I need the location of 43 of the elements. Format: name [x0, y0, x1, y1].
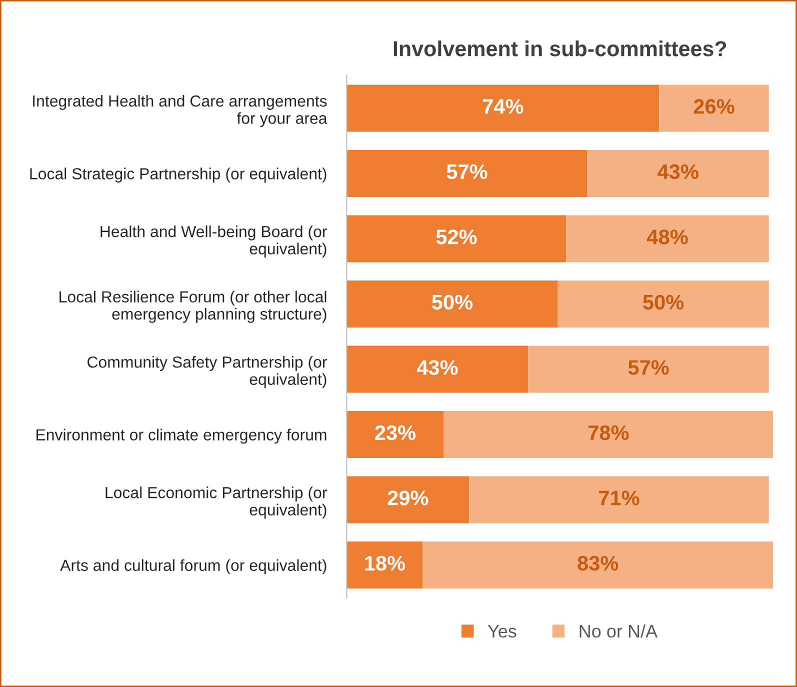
bar: [346, 215, 566, 262]
bar: [346, 150, 588, 197]
data-label: 74%: [482, 99, 524, 114]
bar: [346, 346, 528, 393]
data-label: 71%: [599, 490, 640, 506]
y-tick-label: Local Strategic Partnership (or equivalent): [30, 168, 326, 183]
bar: [469, 476, 769, 524]
bar: [422, 542, 774, 589]
data-label: 26%: [694, 99, 734, 114]
bar: [346, 476, 470, 524]
bar: [346, 411, 444, 458]
bar: [528, 346, 769, 393]
bar: [566, 215, 769, 262]
y-tick-label: Environment or climate emergency forum: [36, 428, 326, 444]
bar: [558, 280, 769, 328]
data-label: 43%: [658, 164, 698, 180]
data-label: 50%: [643, 294, 684, 310]
y-tick-label: Local Economic Partnership (or equivalent): [106, 486, 327, 519]
data-label: 48%: [647, 230, 688, 244]
y-tick-label: Integrated Health and Care arrangements for your area: [33, 94, 328, 128]
bar: [346, 84, 660, 132]
legend-label: Yes: [488, 625, 516, 638]
y-tick-label: Health and Well-being Board (or equivalent): [100, 226, 327, 258]
y-tick-label: Local Resilience Forum (or other local emergency planning structure): [60, 290, 326, 323]
chart-title: Involvement in sub-committees?: [394, 40, 726, 56]
data-label: 57%: [628, 360, 669, 375]
y-tick-label: Community Safety Partnership (or equivalent): [88, 356, 327, 388]
legend-label: No or N/A: [580, 624, 658, 638]
data-label: 29%: [388, 490, 428, 506]
data-label: 57%: [446, 164, 488, 180]
data-label: 18%: [365, 556, 405, 571]
bar: [444, 411, 774, 458]
bar: [346, 280, 558, 328]
data-label: 43%: [416, 360, 458, 375]
bar: [587, 150, 769, 197]
data-label: 83%: [578, 556, 618, 571]
data-label: 52%: [436, 230, 477, 244]
bar: [659, 84, 769, 132]
data-label: 23%: [375, 425, 416, 440]
y-tick-label: Arts and cultural forum (or equivalent): [60, 559, 326, 574]
data-label: 78%: [588, 425, 629, 440]
data-label: 50%: [432, 294, 473, 310]
bar: [346, 542, 423, 589]
